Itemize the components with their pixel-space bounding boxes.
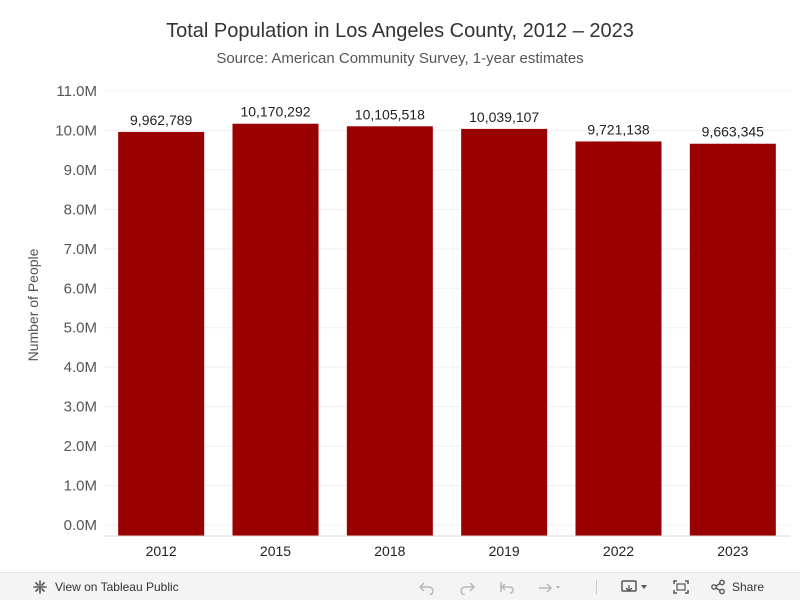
view-on-tableau-link[interactable]: View on Tableau Public <box>32 579 179 595</box>
y-tick-label: 11.0M <box>56 83 97 100</box>
refresh-icon[interactable] <box>536 579 564 595</box>
bar-2015[interactable] <box>232 123 319 536</box>
x-axis-ticks: 2012 2015 2018 2019 2022 2023 <box>146 543 749 559</box>
bars <box>118 123 776 537</box>
y-tick-label: 1.0M <box>64 478 97 495</box>
x-tick-label: 2018 <box>374 543 405 559</box>
bar-2012[interactable] <box>118 131 205 537</box>
chart-title: Total Population in Los Angeles County, … <box>166 20 634 42</box>
x-tick-label: 2015 <box>260 543 291 559</box>
y-tick-label: 8.0M <box>64 201 97 218</box>
data-labels: 9,962,789 10,170,292 10,105,518 10,039,107 9… <box>130 104 764 140</box>
x-tick-label: 2023 <box>717 543 748 559</box>
tableau-toolbar: View on Tableau Public Share <box>0 572 800 600</box>
data-label-2022: 9,721,138 <box>587 121 649 137</box>
y-tick-label: 7.0M <box>64 241 97 258</box>
data-label-2018: 10,105,518 <box>355 106 425 122</box>
bar-2019[interactable] <box>461 128 548 536</box>
download-icon[interactable] <box>620 579 652 595</box>
chart-subtitle: Source: American Community Survey, 1-yea… <box>216 50 584 67</box>
data-label-2023: 9,663,345 <box>702 124 764 140</box>
y-tick-label: 3.0M <box>64 399 97 416</box>
revert-icon[interactable] <box>498 579 516 595</box>
data-label-2015: 10,170,292 <box>240 104 310 120</box>
bar-2023[interactable] <box>689 143 776 536</box>
x-tick-label: 2012 <box>146 543 177 559</box>
redo-icon[interactable] <box>458 579 476 595</box>
bar-2022[interactable] <box>575 141 662 537</box>
x-tick-label: 2019 <box>489 543 520 559</box>
y-tick-label: 2.0M <box>64 438 97 455</box>
y-axis-ticks: 0.0M 1.0M 2.0M 3.0M 4.0M 5.0M 6.0M 7.0M 8.0M 9.0M… <box>55 83 97 534</box>
y-axis-label: Number of People <box>25 248 41 361</box>
tableau-logo-icon <box>32 579 48 595</box>
data-label-2019: 10,039,107 <box>469 109 539 125</box>
view-on-tableau-label: View on Tableau Public <box>55 580 179 594</box>
bar-2018[interactable] <box>346 126 433 536</box>
data-label-2012: 9,962,789 <box>130 112 192 128</box>
y-tick-label: 10.0M <box>55 122 97 139</box>
x-tick-label: 2022 <box>603 543 634 559</box>
undo-icon[interactable] <box>418 579 436 595</box>
y-tick-label: 5.0M <box>64 320 97 337</box>
y-tick-label: 9.0M <box>64 162 97 179</box>
y-tick-label: 4.0M <box>64 359 97 376</box>
fullscreen-icon[interactable] <box>672 579 690 595</box>
toolbar-separator <box>596 580 597 594</box>
y-tick-label: 0.0M <box>64 517 97 534</box>
share-button[interactable]: Share <box>710 579 764 595</box>
y-tick-label: 6.0M <box>64 280 97 297</box>
share-icon <box>710 579 726 595</box>
bar-chart: 0.0M 1.0M 2.0M 3.0M 4.0M 5.0M 6.0M 7.0M 8.0M 9.0M… <box>25 83 790 559</box>
share-label: Share <box>732 580 765 594</box>
gridlines <box>104 90 790 526</box>
